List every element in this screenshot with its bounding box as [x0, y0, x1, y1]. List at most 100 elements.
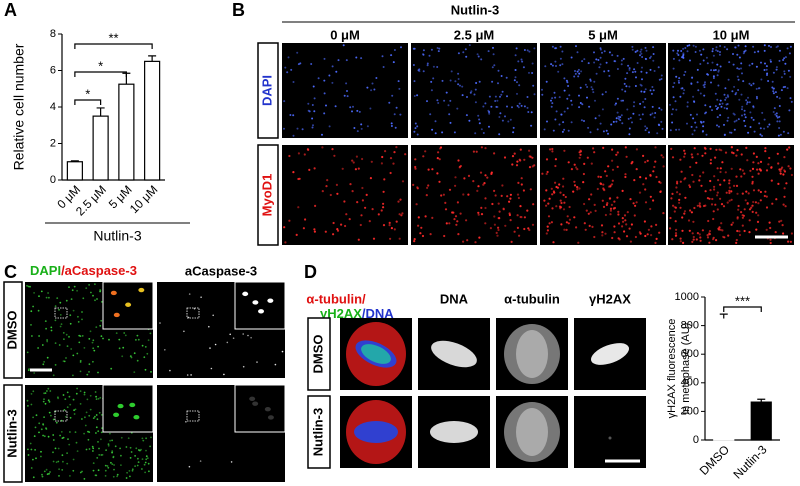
cell [324, 230, 327, 233]
cell [97, 441, 99, 443]
cell [343, 94, 346, 97]
cell [81, 318, 83, 321]
cell [416, 94, 419, 97]
cell [495, 231, 498, 234]
cell [141, 458, 144, 460]
y-tick-label: 4 [50, 101, 56, 113]
cell [779, 49, 781, 52]
cell [438, 180, 441, 183]
cell [782, 130, 785, 133]
cell [776, 120, 779, 123]
cell [335, 183, 338, 186]
cell [95, 426, 98, 429]
cell [130, 356, 133, 359]
cell [745, 146, 748, 149]
cell [616, 151, 619, 154]
inset [102, 384, 154, 433]
cell [449, 121, 452, 124]
significance-bracket [74, 71, 127, 77]
cell [628, 67, 631, 70]
column-label: 0 μM [330, 27, 360, 42]
cell [719, 51, 721, 53]
cell [655, 223, 658, 226]
cell [398, 213, 401, 216]
cell [84, 424, 87, 427]
cell [611, 148, 614, 151]
cell [752, 118, 755, 121]
cell [634, 51, 637, 53]
row-label: Nutlin-3 [4, 409, 19, 457]
cell [605, 129, 608, 132]
cell [589, 79, 592, 82]
cell [702, 59, 705, 62]
cell [141, 344, 144, 347]
cell [645, 49, 648, 52]
cell [401, 212, 404, 215]
cell [545, 204, 548, 207]
cell [684, 47, 687, 49]
cell [75, 441, 78, 444]
cell [59, 434, 61, 437]
cell [737, 89, 740, 91]
cell [686, 122, 688, 125]
cell [735, 238, 738, 242]
cell [389, 171, 392, 175]
cell [580, 119, 583, 122]
cell [311, 126, 314, 129]
cell [482, 105, 485, 108]
cell [613, 200, 616, 203]
cell [730, 198, 733, 201]
cell [670, 113, 673, 116]
cell [484, 206, 487, 210]
cell [710, 81, 712, 84]
cell [644, 129, 647, 132]
cell [332, 233, 335, 236]
cell [778, 220, 781, 223]
cell [351, 159, 354, 162]
cell [45, 428, 48, 430]
cell [399, 113, 402, 116]
cell [267, 298, 274, 303]
cell [389, 157, 393, 160]
cell [150, 371, 152, 373]
cell [102, 337, 104, 340]
cell [743, 50, 746, 53]
cell [726, 119, 729, 122]
y-tick-label: 800 [681, 320, 699, 332]
cell [638, 114, 641, 116]
cell [682, 47, 685, 50]
cell [692, 235, 695, 239]
cell [325, 185, 328, 188]
cell [708, 232, 711, 235]
cell [64, 398, 67, 400]
cell [513, 152, 516, 155]
cell [609, 213, 612, 216]
cell [615, 117, 618, 120]
cell [491, 66, 494, 69]
cell [594, 209, 597, 212]
cell [113, 464, 115, 466]
cell [747, 96, 749, 99]
cell [126, 471, 128, 474]
cell [438, 158, 441, 161]
cell [382, 206, 385, 209]
cell [681, 216, 684, 219]
cell [641, 113, 644, 116]
cell [85, 448, 88, 451]
cell [466, 96, 468, 98]
cell [756, 97, 758, 100]
cell [625, 85, 628, 88]
cell [57, 460, 60, 463]
cell [610, 123, 613, 126]
cell [321, 146, 324, 149]
cell [563, 201, 566, 204]
cell [623, 230, 626, 233]
cell [514, 76, 517, 79]
bar [713, 317, 735, 441]
cell [773, 107, 776, 110]
cell [790, 100, 793, 103]
cell [226, 341, 229, 344]
cell [554, 60, 557, 63]
cell [292, 81, 295, 83]
cell [590, 193, 593, 196]
